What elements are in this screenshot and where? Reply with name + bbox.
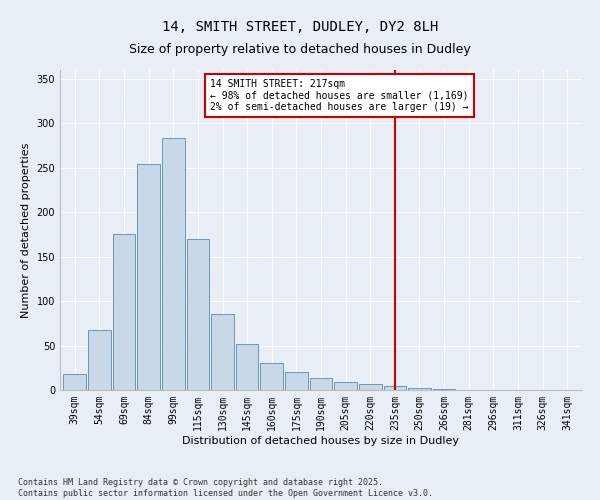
Bar [211,314,234,390]
Bar [137,164,160,390]
Text: 14 SMITH STREET: 217sqm
← 98% of detached houses are smaller (1,169)
2% of semi-: 14 SMITH STREET: 217sqm ← 98% of detache… [210,79,469,112]
Bar [285,372,308,390]
Bar [359,384,382,390]
Bar [260,364,283,390]
Text: Size of property relative to detached houses in Dudley: Size of property relative to detached ho… [129,42,471,56]
Text: 14, SMITH STREET, DUDLEY, DY2 8LH: 14, SMITH STREET, DUDLEY, DY2 8LH [162,20,438,34]
Bar [236,344,259,390]
Bar [187,239,209,390]
Bar [162,138,185,390]
Bar [433,389,455,390]
Bar [334,382,357,390]
Bar [113,234,136,390]
X-axis label: Distribution of detached houses by size in Dudley: Distribution of detached houses by size … [182,436,460,446]
Bar [88,330,111,390]
Y-axis label: Number of detached properties: Number of detached properties [21,142,31,318]
Bar [383,386,406,390]
Bar [408,388,431,390]
Text: Contains HM Land Registry data © Crown copyright and database right 2025.
Contai: Contains HM Land Registry data © Crown c… [18,478,433,498]
Bar [310,378,332,390]
Bar [64,374,86,390]
